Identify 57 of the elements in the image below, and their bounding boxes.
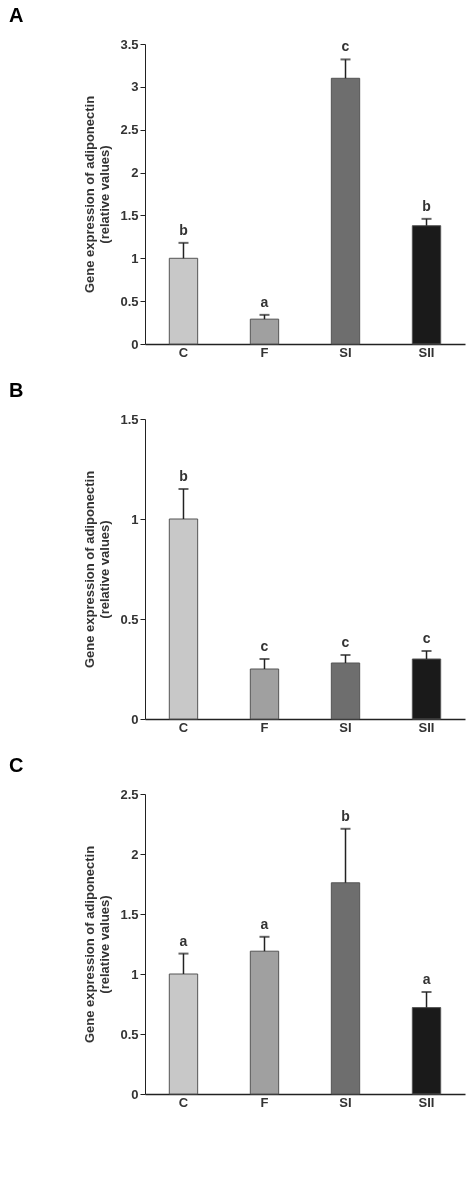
bar [249,950,280,1095]
x-tick-label: SII [418,1094,435,1110]
bar [249,318,280,345]
y-tick-label: 1.5 [120,207,139,223]
annotation: a [179,932,188,949]
x-tick-label: C [178,1094,189,1110]
y-tick-label: 2 [131,165,139,181]
annotation: b [422,197,431,214]
chart-title: B [8,379,24,401]
annotation: b [179,468,188,484]
y-tick-label: 3.5 [120,36,139,52]
x-tick-label: C [178,344,189,360]
y-tick-label: 0.5 [120,611,139,627]
x-tick-label: F [260,719,269,735]
annotation: a [422,971,431,987]
x-tick-label: SII [418,344,435,360]
y-tick-label: 0.5 [120,1026,139,1042]
bar [168,518,199,720]
y-tick-label: 2.5 [120,786,139,802]
annotation: b [341,807,350,824]
x-tick-label: SI [339,344,352,360]
y-tick-label: 0 [131,1086,139,1102]
x-tick-label: SI [339,719,352,735]
x-tick-label: SI [339,1094,352,1110]
y-tick-label: 0 [131,711,139,727]
x-tick-label: F [260,1094,269,1110]
annotation: c [422,630,431,646]
y-tick-label: 0 [131,336,139,352]
y-tick-label: 2.5 [120,122,139,138]
bar [249,668,280,720]
chart-title: A [8,4,24,26]
y-axis-title: Gene expression of adiponectin (relative values) [82,845,113,1044]
x-tick-label: C [178,719,189,735]
y-tick-label: 1.5 [120,411,139,427]
annotation: b [179,221,188,238]
bar [330,882,361,1095]
annotation: c [341,634,350,650]
y-tick-label: 0.5 [120,293,139,309]
bar [168,973,199,1095]
x-tick-label: F [260,344,269,360]
bar [330,662,361,720]
y-axis-title: Gene expression of adiponectin (relative values) [82,470,113,669]
annotation: c [260,638,269,654]
bar [330,77,361,345]
x-tick-label: SII [418,719,435,735]
annotation: c [341,38,350,55]
y-axis-title: Gene expression of adiponectin (relative values) [82,95,113,294]
annotation: a [260,915,269,932]
annotation: a [260,293,269,310]
y-tick-label: 1 [131,511,139,527]
bar [168,257,199,345]
y-tick-label: 2 [131,846,139,862]
y-tick-label: 1.5 [120,906,139,922]
y-tick-label: 1 [131,250,139,266]
y-tick-label: 3 [131,79,139,95]
y-tick-label: 1 [131,966,139,982]
chart-title: C [8,754,24,776]
